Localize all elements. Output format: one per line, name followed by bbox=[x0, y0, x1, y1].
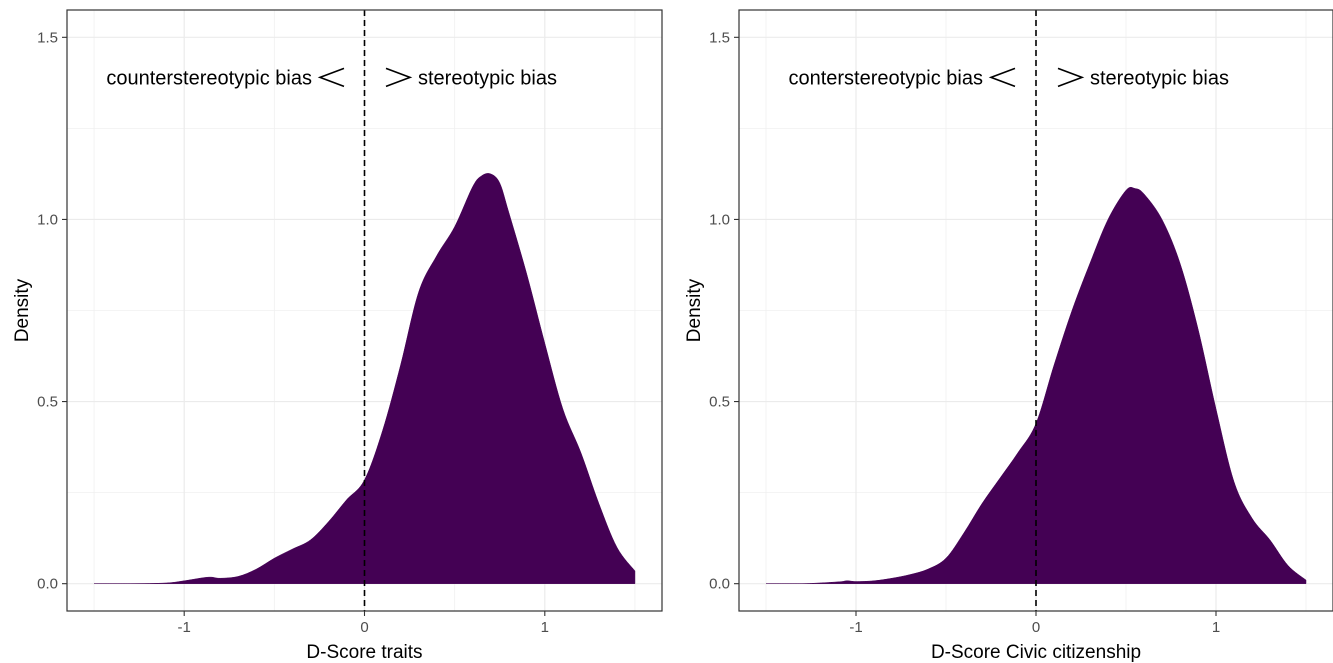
y-tick-label: 0.0 bbox=[709, 576, 730, 593]
y-axis-title: Density bbox=[684, 278, 705, 342]
density-area bbox=[94, 173, 636, 584]
y-tick-label: 1.0 bbox=[37, 211, 58, 228]
y-tick-label: 1.5 bbox=[37, 29, 58, 46]
density-area bbox=[766, 186, 1307, 584]
annotation-right: stereotypic bias bbox=[418, 67, 557, 89]
y-tick-label: 0.0 bbox=[37, 576, 58, 593]
x-tick-label: 0 bbox=[360, 619, 368, 636]
annotation-right: stereotypic bias bbox=[1090, 67, 1229, 89]
annotation-left: counterstereotypic bias bbox=[106, 67, 312, 89]
x-axis-title: D-Score traits bbox=[306, 642, 422, 663]
arrow-right-icon bbox=[1057, 67, 1085, 88]
x-tick-label: -1 bbox=[849, 619, 862, 636]
y-tick-label: 0.5 bbox=[37, 394, 58, 411]
y-tick-label: 0.5 bbox=[709, 394, 730, 411]
left-density-panel: counterstereotypic bias stereotypic bias -… bbox=[12, 9, 663, 663]
x-tick-label: -1 bbox=[178, 619, 191, 636]
x-tick-label: 1 bbox=[1212, 619, 1220, 636]
x-axis-title: D-Score Civic citizenship bbox=[931, 642, 1141, 663]
arrow-left-icon bbox=[317, 67, 345, 88]
right-density-panel: conterstereotypic bias stereotypic bias -1… bbox=[684, 9, 1333, 663]
y-tick-label: 1.5 bbox=[709, 29, 730, 46]
x-tick-label: 1 bbox=[541, 619, 549, 636]
annotation-left: conterstereotypic bias bbox=[788, 67, 983, 89]
y-tick-label: 1.0 bbox=[709, 211, 730, 228]
arrow-left-icon bbox=[988, 67, 1016, 88]
x-tick-label: 0 bbox=[1032, 619, 1040, 636]
y-axis-title: Density bbox=[12, 278, 33, 342]
arrow-right-icon bbox=[385, 67, 413, 88]
